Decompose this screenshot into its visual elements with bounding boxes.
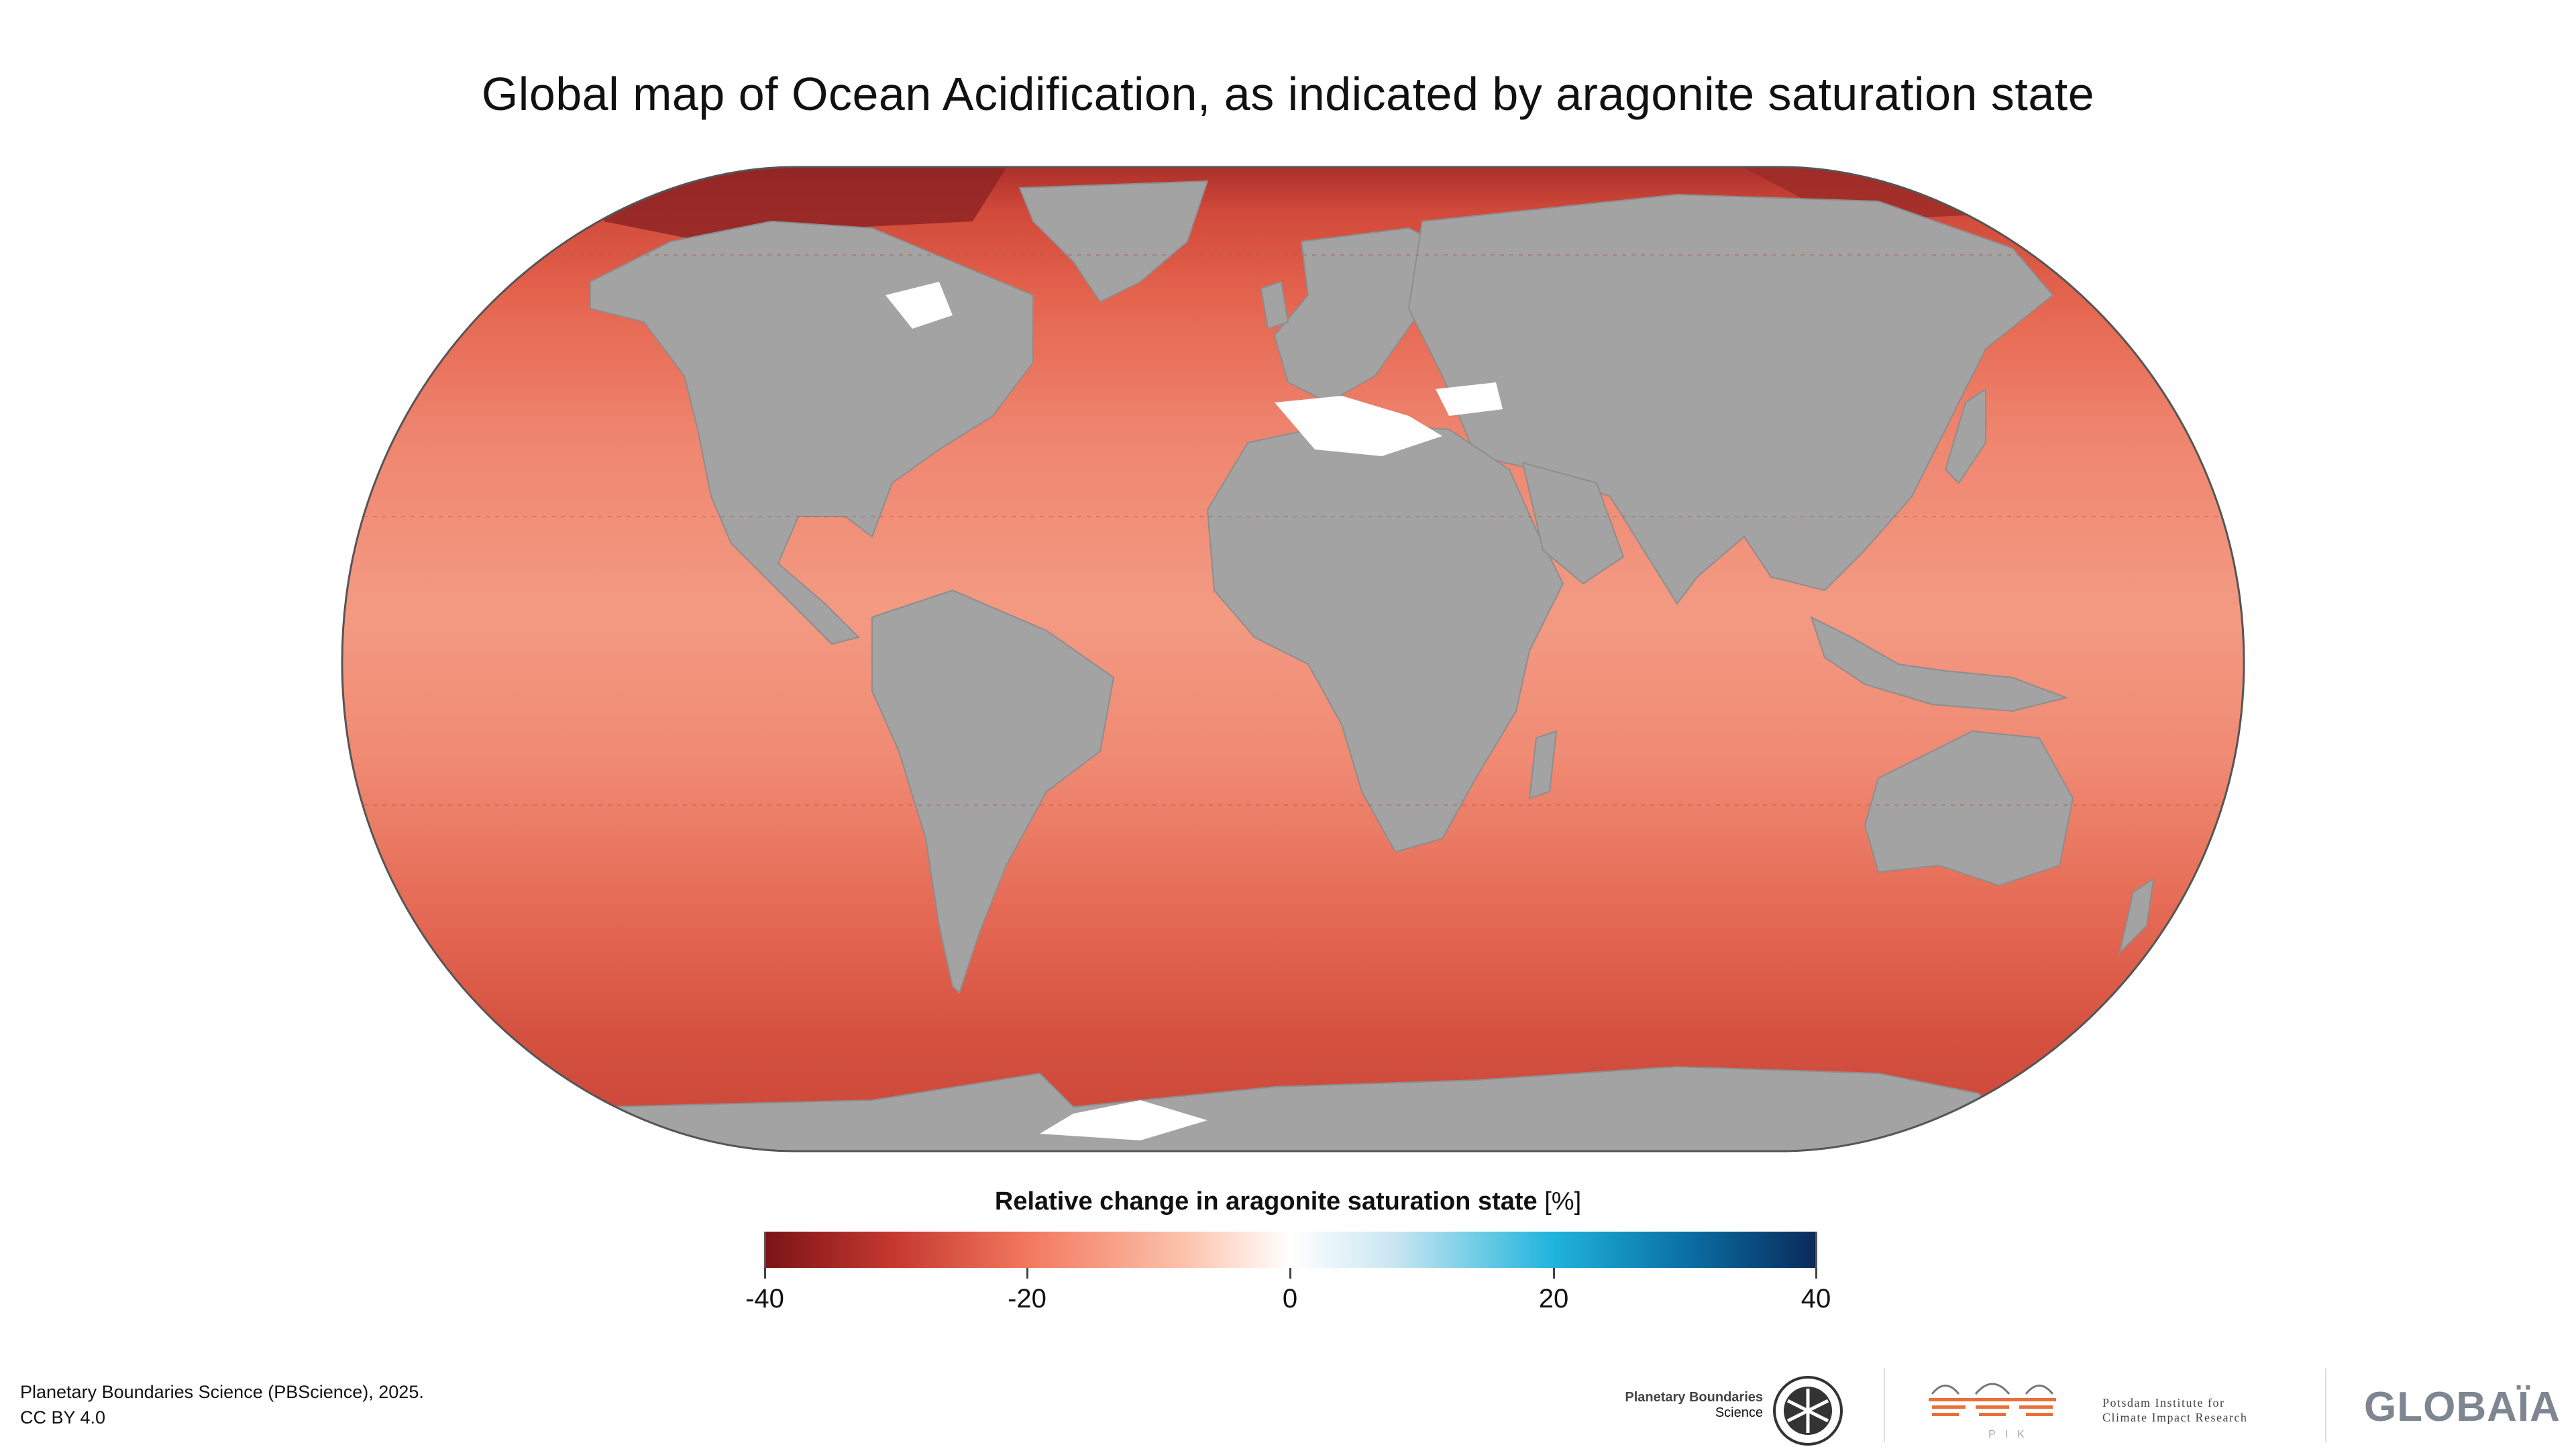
colorbar-tick-mark xyxy=(1289,1268,1291,1279)
legend-unit: [%] xyxy=(1544,1187,1582,1216)
africa xyxy=(1206,421,1564,853)
globaia-logo: GLOBAÏA xyxy=(2364,1384,2561,1430)
masked-water xyxy=(885,282,1503,1140)
greenland xyxy=(1018,180,1209,303)
colorbar xyxy=(764,1232,1817,1268)
arabia xyxy=(1521,462,1625,585)
colorbar-tick-mark xyxy=(1815,1268,1817,1279)
pik-logo-short: PIK xyxy=(1988,1429,2034,1440)
legend-title: Relative change in aragonite saturation … xyxy=(0,1187,2576,1216)
colorbar-tick-mark xyxy=(764,1268,766,1279)
new-zealand xyxy=(2118,877,2155,955)
globe-outline xyxy=(341,166,2245,1152)
pik-logo-line1: Potsdam Institute for xyxy=(2102,1396,2225,1409)
logo-separator xyxy=(1884,1368,1885,1442)
pb-logo-line2: Science xyxy=(1715,1405,1763,1420)
colorbar-tick-label: 40 xyxy=(1801,1284,1831,1313)
legend-title-text: Relative change in aragonite saturation … xyxy=(994,1187,1538,1216)
credit-line: Planetary Boundaries Science (PBScience)… xyxy=(20,1382,424,1402)
uk xyxy=(1260,280,1289,330)
colorbar-tick-mark xyxy=(1553,1268,1555,1279)
south-america xyxy=(871,589,1115,994)
japan xyxy=(1944,388,1986,484)
indonesia xyxy=(1810,616,2069,712)
map-title: Global map of Ocean Acidification, as in… xyxy=(481,68,2095,120)
colorbar-tick-label: 20 xyxy=(1538,1284,1569,1313)
colorbar-tick-mark xyxy=(1026,1268,1028,1279)
pb-logo-line1: Planetary Boundaries xyxy=(1625,1390,1763,1405)
madagascar xyxy=(1528,730,1558,800)
pb-logo-icon xyxy=(1773,1376,1843,1446)
graticule xyxy=(342,254,2244,1067)
north-america xyxy=(590,220,1034,645)
arctic-strong-decrease xyxy=(604,168,1006,241)
pik-logo-text: Potsdam Institute for Climate Impact Res… xyxy=(2102,1395,2247,1425)
colorbar-tick-label: 0 xyxy=(1282,1284,1298,1313)
australia xyxy=(1864,730,2074,887)
pik-logo-line2: Climate Impact Research xyxy=(2102,1411,2248,1424)
colorbar-tick-label: -20 xyxy=(1008,1284,1046,1313)
land-masses xyxy=(342,180,2244,1151)
antarctica xyxy=(342,1065,2244,1151)
pb-logo-text: Planetary Boundaries Science xyxy=(1609,1390,1763,1421)
pik-logo-icon xyxy=(1929,1383,2056,1416)
logo-separator xyxy=(2325,1368,2326,1442)
colorbar-tick-label: -40 xyxy=(745,1284,784,1313)
license-line: CC BY 4.0 xyxy=(20,1407,106,1428)
